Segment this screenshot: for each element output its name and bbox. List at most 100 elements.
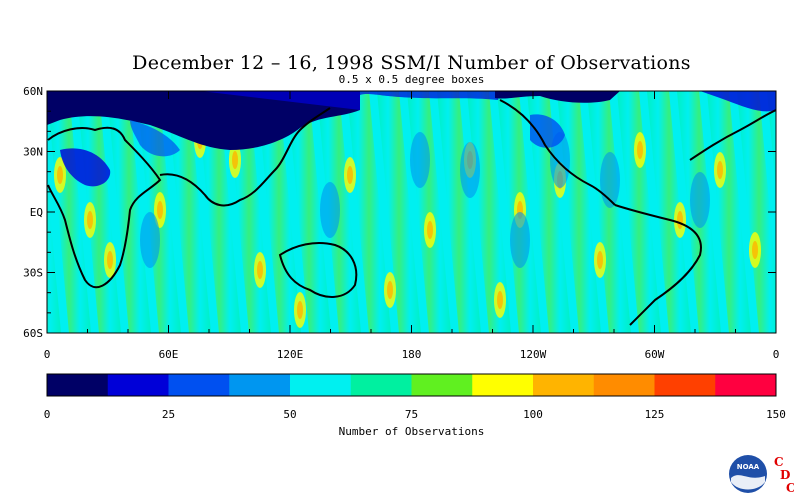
colorbar-swatch xyxy=(47,374,109,396)
page-subtitle: 0.5 x 0.5 degree boxes xyxy=(338,73,485,86)
swath-band xyxy=(767,91,776,190)
colorbar-tick-label: 25 xyxy=(162,408,175,421)
asia-europe-polar-mask xyxy=(47,91,360,150)
lon-label: 60W xyxy=(645,348,665,361)
swath-band xyxy=(437,91,481,333)
hotspot-orange xyxy=(387,281,393,299)
hotspot-orange xyxy=(717,161,723,179)
hotspot-orange xyxy=(297,301,303,319)
colorbar-swatch xyxy=(533,374,595,396)
colorbar-title: Number of Observations xyxy=(338,425,485,438)
na-polar-mask xyxy=(495,91,620,103)
longitude-axis: 0 60E 120E 180 120W 60W 0 xyxy=(44,91,780,361)
latitude-axis: 60N 30N EQ 30S 60S xyxy=(23,85,776,340)
noaa-cdc-logo: NOAA C D C xyxy=(729,455,794,495)
colorbar-swatch xyxy=(472,374,534,396)
swath-band xyxy=(587,91,631,333)
sa-coast xyxy=(614,204,702,326)
lon-label: 0 xyxy=(773,348,780,361)
mideast-low xyxy=(130,120,180,157)
hotspot-orange xyxy=(497,291,503,309)
low-count-patch xyxy=(600,152,620,208)
colorbar-axis: 0 25 50 75 100 125 150 xyxy=(44,408,786,421)
colorbar-frame xyxy=(46,373,777,397)
hotspot-orange xyxy=(57,166,63,184)
swath-band xyxy=(527,91,571,333)
lat-label: 30N xyxy=(23,146,43,159)
colorbar-swatch xyxy=(654,374,716,396)
swath-band xyxy=(707,91,751,333)
swath-band xyxy=(47,179,61,333)
hotspot-orange xyxy=(232,151,238,169)
coastlines xyxy=(47,99,776,326)
australia-coast xyxy=(278,242,358,298)
low-count-patch xyxy=(410,132,430,188)
hotspot-orange xyxy=(752,241,758,259)
hotspot-orange xyxy=(637,141,643,159)
cdc-letter-c2: C xyxy=(786,481,794,495)
lat-label: 60N xyxy=(23,85,43,98)
lat-label: 60S xyxy=(23,327,43,340)
lon-label: 120W xyxy=(520,348,547,361)
colorbar xyxy=(47,374,777,396)
low-count-patch xyxy=(140,212,160,268)
colorbar-tick-label: 125 xyxy=(645,408,665,421)
low-count-patch xyxy=(510,212,530,268)
high-count-spots xyxy=(54,122,761,328)
swath-band xyxy=(737,91,776,333)
observation-map xyxy=(47,91,776,333)
colorbar-tick-label: 0 xyxy=(44,408,51,421)
hotspot-orange xyxy=(157,201,163,219)
colorbar-swatch xyxy=(715,374,777,396)
africa-coast xyxy=(47,126,162,289)
swath-band xyxy=(287,91,331,333)
hotspot-orange xyxy=(87,211,93,229)
lon-label: 120E xyxy=(277,348,304,361)
hotspot-orange xyxy=(257,261,263,279)
greenland-mask xyxy=(700,91,776,112)
hotspot-orange xyxy=(427,221,433,239)
colorbar-swatch xyxy=(593,374,655,396)
sahara-low xyxy=(60,148,111,187)
swath-band xyxy=(467,91,511,333)
colorbar-swatch xyxy=(350,374,412,396)
lon-label: 0 xyxy=(44,348,51,361)
hotspot-orange xyxy=(347,166,353,184)
colorbar-swatch xyxy=(107,374,169,396)
polar-low-count-region xyxy=(47,91,776,187)
na-low xyxy=(530,114,565,148)
colorbar-tick-label: 150 xyxy=(766,408,786,421)
colorbar-tick-label: 100 xyxy=(523,408,543,421)
lat-label: 30S xyxy=(23,267,43,280)
na-west-coast xyxy=(499,99,616,206)
colorbar-tick-label: 75 xyxy=(405,408,418,421)
arctic-mask xyxy=(200,91,500,110)
low-count-patch xyxy=(460,142,480,198)
swath-band xyxy=(257,91,301,333)
colorbar-tick-label: 50 xyxy=(283,408,296,421)
low-count-patch xyxy=(320,182,340,238)
noaa-logo-bird xyxy=(731,475,765,490)
lat-label: EQ xyxy=(30,206,43,219)
colorbar-swatch xyxy=(168,374,230,396)
swath-band xyxy=(377,91,421,333)
hotspot-orange xyxy=(677,211,683,229)
noaa-logo-text: NOAA xyxy=(737,463,760,471)
colorbar-swatch xyxy=(229,374,291,396)
swath-band xyxy=(647,91,691,333)
hotspot-orange xyxy=(597,251,603,269)
cdc-letter-c1: C xyxy=(774,455,784,469)
na-east-coast xyxy=(689,109,776,161)
colorbar-swatch xyxy=(290,374,352,396)
hotspot-orange xyxy=(107,251,113,269)
swath-band xyxy=(197,91,241,333)
page-title: December 12 – 16, 1998 SSM/I Number of O… xyxy=(132,52,691,74)
colorbar-swatch xyxy=(411,374,473,396)
lon-label: 60E xyxy=(159,348,179,361)
cdc-letter-d: D xyxy=(780,468,790,482)
asia-coast xyxy=(159,107,331,207)
swath-band xyxy=(47,91,91,333)
swath-band xyxy=(347,91,391,333)
low-count-patch xyxy=(690,172,710,228)
